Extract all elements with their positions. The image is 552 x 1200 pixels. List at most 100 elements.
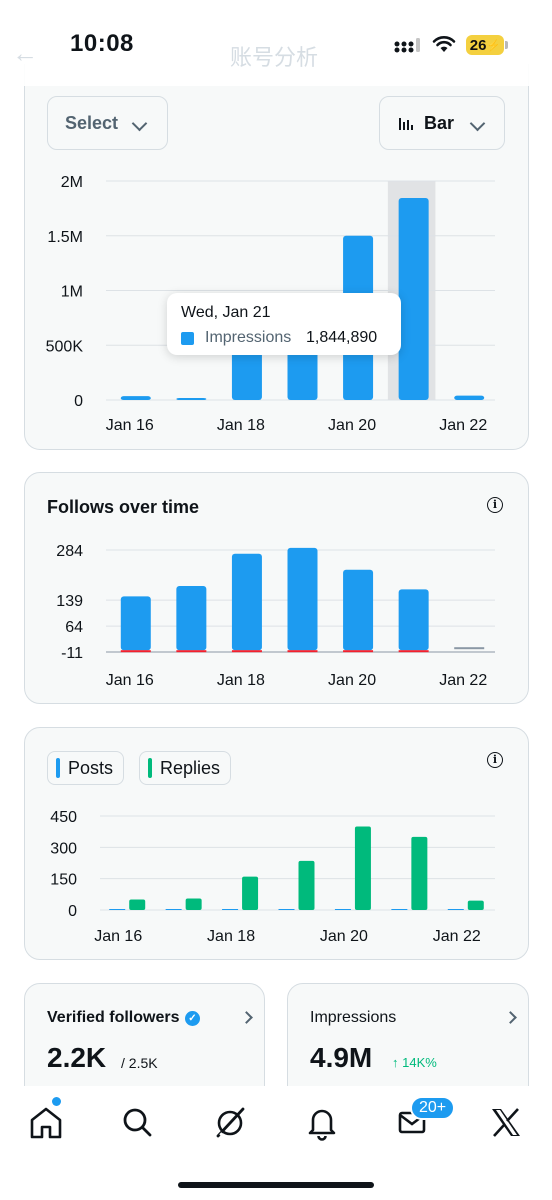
home-indicator xyxy=(178,1182,374,1188)
impressions-bar xyxy=(231,350,262,400)
replies-bar xyxy=(467,900,484,910)
tooltip-swatch xyxy=(181,332,194,345)
verified-followers-total: / 2.5K xyxy=(121,1055,158,1071)
bar-chart-icon xyxy=(399,118,413,130)
impressions-delta: ↑ 14K% xyxy=(392,1055,437,1070)
chart-tooltip: Wed, Jan 21 Impressions 1,844,890 xyxy=(167,293,401,355)
unfollows-bar xyxy=(120,650,151,653)
x-tick-label: Jan 20 xyxy=(328,417,376,434)
verified-followers-value: 2.2K xyxy=(47,1042,107,1073)
posts-bar xyxy=(165,909,182,910)
follows-bar xyxy=(343,569,374,651)
battery-tip xyxy=(505,41,508,49)
follows-bar xyxy=(120,596,151,651)
clock: 10:08 xyxy=(70,30,134,57)
impressions-stat-value: 4.9M xyxy=(310,1042,373,1073)
charging-icon: ⚡ xyxy=(486,39,501,52)
chevron-down-icon xyxy=(131,113,148,134)
notifications-bell-icon[interactable] xyxy=(302,1102,342,1142)
select-label: Select xyxy=(65,112,119,133)
x-tick-label: Jan 22 xyxy=(439,417,487,434)
y-tick-label: 139 xyxy=(56,593,83,610)
follows-bar xyxy=(176,585,207,651)
unfollows-bar xyxy=(343,650,374,653)
grok-icon[interactable] xyxy=(210,1102,250,1142)
follows-bar xyxy=(398,589,429,651)
chart-type-dropdown[interactable]: Bar xyxy=(379,96,505,150)
unfollows-bar xyxy=(287,650,318,653)
x-logo-icon[interactable] xyxy=(486,1102,526,1142)
impressions-bar xyxy=(176,398,207,400)
posts-bar xyxy=(447,909,464,910)
status-bar: ← 账号分析 10:08 26 ⚡ xyxy=(0,0,552,86)
unfollows-bar xyxy=(176,650,207,653)
y-tick-label: 1.5M xyxy=(47,229,83,246)
y-tick-label: 64 xyxy=(65,619,83,636)
x-tick-label: Jan 16 xyxy=(94,928,142,945)
posts-color-bar xyxy=(56,758,60,778)
tooltip-date: Wed, Jan 21 xyxy=(181,304,271,321)
impressions-bar xyxy=(454,395,485,400)
chart-type-label: Bar xyxy=(424,112,455,133)
x-tick-label: Jan 22 xyxy=(433,928,481,945)
replies-bar xyxy=(185,898,202,910)
posts-replies-bar-chart[interactable]: 0 150 300 450 Jan 16 Jan 18 Jan 20 Jan 22 xyxy=(40,800,510,950)
info-icon[interactable]: i xyxy=(487,752,503,768)
select-dropdown[interactable]: Select xyxy=(47,96,168,150)
follows-card xyxy=(24,472,529,704)
y-tick-label: 2M xyxy=(61,174,83,191)
tooltip-value: 1,844,890 xyxy=(306,329,378,346)
y-tick-label: 0 xyxy=(74,393,83,410)
messages-badge: 20+ xyxy=(410,1096,456,1120)
verified-badge-icon: ✓ xyxy=(185,1011,200,1026)
posts-bar xyxy=(391,909,408,910)
y-tick-label: 150 xyxy=(50,872,77,889)
tooltip-series: Impressions xyxy=(205,329,292,346)
replies-color-bar xyxy=(148,758,152,778)
home-icon[interactable] xyxy=(26,1102,66,1142)
y-tick-label: 500K xyxy=(46,338,84,355)
impressions-stat-card[interactable] xyxy=(287,983,529,1103)
back-arrow-icon[interactable]: ← xyxy=(12,38,38,68)
follows-bar xyxy=(231,553,262,651)
legend-posts[interactable]: Posts xyxy=(47,751,125,785)
impressions-bar-chart[interactable]: 0 500K 1M 1.5M 2M Jan 16 Jan 18 Jan 20 Jan 22 xyxy=(40,165,510,445)
search-icon[interactable] xyxy=(117,1102,157,1142)
x-tick-label: Jan 18 xyxy=(217,672,265,689)
chevron-down-icon xyxy=(469,113,486,134)
posts-bar xyxy=(334,909,351,910)
impressions-stat-label: Impressions xyxy=(310,1009,397,1026)
page-title: 账号分析 xyxy=(230,45,319,70)
y-tick-label: 0 xyxy=(68,903,77,920)
posts-bar xyxy=(109,909,126,910)
follows-title: Follows over time xyxy=(47,497,200,517)
y-tick-label: 1M xyxy=(61,284,83,301)
posts-bar xyxy=(278,909,295,910)
x-tick-label: Jan 16 xyxy=(106,672,154,689)
replies-bar xyxy=(242,876,259,910)
unfollows-bar xyxy=(231,650,262,653)
legend-replies[interactable]: Replies xyxy=(139,751,232,785)
x-tick-label: Jan 18 xyxy=(217,417,265,434)
y-tick-label: 300 xyxy=(50,840,77,857)
impressions-bar xyxy=(398,197,429,400)
replies-bar xyxy=(129,899,146,910)
x-tick-label: Jan 18 xyxy=(207,928,255,945)
verified-followers-card[interactable] xyxy=(24,983,265,1103)
bottom-navigation xyxy=(0,1086,552,1200)
legend-replies-label: Replies xyxy=(160,757,221,778)
wifi-icon xyxy=(432,36,456,52)
x-tick-label: Jan 20 xyxy=(320,928,368,945)
impressions-bar xyxy=(120,396,151,400)
legend-posts-label: Posts xyxy=(68,757,114,778)
follows-bar xyxy=(454,647,485,650)
cellular-signal-icon xyxy=(394,38,420,53)
follows-bar xyxy=(287,547,318,651)
replies-bar xyxy=(411,836,428,910)
follows-bar-chart[interactable]: -11 64 139 284 Jan 16 Jan 18 Jan 20 Jan 22 xyxy=(40,535,510,695)
info-icon[interactable]: i xyxy=(487,497,503,513)
y-tick-label: 284 xyxy=(56,543,83,560)
battery-indicator: 26 ⚡ xyxy=(466,35,504,55)
x-tick-label: Jan 22 xyxy=(439,672,487,689)
